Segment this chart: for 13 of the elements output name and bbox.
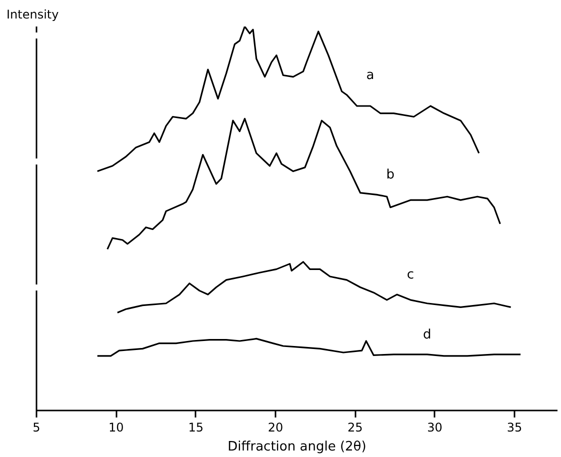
series-label: d [423,327,432,342]
x-tick-label: 25 [348,420,363,434]
x-tick-label: 20 [268,420,284,434]
x-tick-label: 35 [506,420,522,434]
series-label: c [406,268,414,283]
y-axis-title: Intensity [6,8,59,22]
x-tick-label: 10 [108,420,124,434]
x-axis-title: Diffraction angle (2θ) [228,440,366,454]
series-label: b [386,168,395,183]
x-tick-label: 5 [32,420,40,434]
x-tick-label: 15 [188,420,204,434]
x-tick-label: 30 [427,420,442,434]
series-label: a [366,68,374,83]
